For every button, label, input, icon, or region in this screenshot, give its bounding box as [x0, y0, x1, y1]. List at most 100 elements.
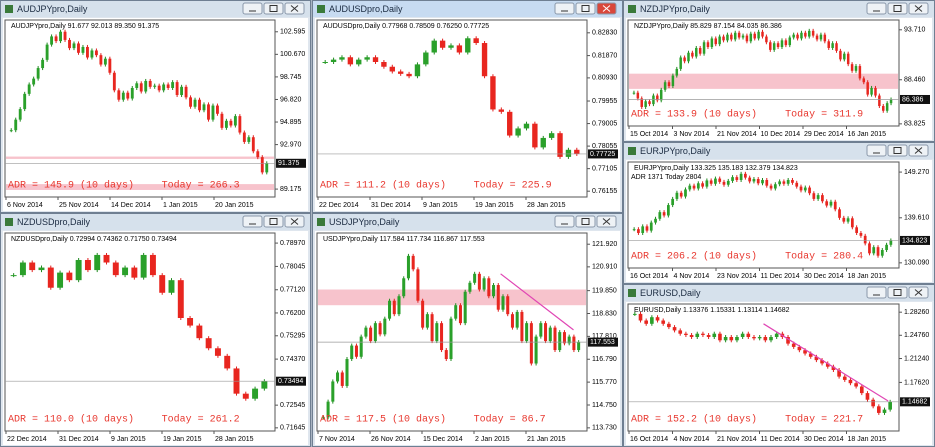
- candle: [804, 32, 807, 37]
- candle: [126, 92, 130, 99]
- candle: [800, 32, 803, 39]
- chart-info: AUDUSDpro,Daily 0.77968 0.78509 0.76250 …: [323, 23, 489, 30]
- candle: [885, 244, 888, 251]
- candle: [510, 314, 514, 328]
- candle: [842, 376, 847, 380]
- candle: [872, 247, 876, 254]
- candle: [130, 87, 134, 99]
- window-title: AUDUSDpro,Daily: [329, 4, 403, 14]
- restore-button[interactable]: [263, 215, 284, 228]
- candle: [803, 350, 807, 354]
- y-tick-label: 0.71645: [280, 425, 305, 432]
- candle: [216, 105, 219, 114]
- candle: [718, 36, 721, 45]
- candle: [553, 327, 557, 351]
- x-tick-label: 16 Oct 2014: [630, 436, 668, 443]
- window-title: USDJPYpro,Daily: [329, 217, 400, 227]
- candle: [823, 34, 827, 42]
- restore-button[interactable]: [887, 144, 908, 157]
- minimize-button[interactable]: [242, 2, 263, 15]
- button-glyph: [581, 218, 590, 225]
- candle: [865, 393, 870, 400]
- candle: [515, 128, 521, 136]
- window-title: NZDJPYpro,Daily: [640, 4, 710, 14]
- candle: [81, 46, 85, 53]
- minimize-button[interactable]: [866, 2, 887, 15]
- candle: [795, 182, 799, 187]
- x-tick-label: 31 Dec 2014: [371, 202, 411, 209]
- candle: [425, 314, 429, 328]
- candle: [260, 157, 264, 173]
- y-tick-label: 0.76200: [280, 310, 305, 317]
- candle: [658, 212, 662, 219]
- candle: [347, 57, 354, 65]
- last-price-label: 0.77725: [590, 151, 615, 158]
- minimize-button[interactable]: [866, 286, 887, 299]
- candle: [389, 66, 395, 72]
- candle: [859, 386, 864, 394]
- candle: [723, 337, 728, 341]
- candle: [889, 99, 893, 104]
- candle: [171, 82, 175, 88]
- candle: [684, 189, 687, 197]
- restore-button[interactable]: [887, 286, 908, 299]
- button-glyph: [914, 289, 923, 296]
- candle: [211, 105, 215, 120]
- restore-button[interactable]: [887, 2, 908, 15]
- candle: [108, 58, 112, 73]
- candle: [94, 50, 98, 56]
- candle: [175, 82, 179, 96]
- candle: [321, 417, 325, 419]
- minimize-button[interactable]: [554, 215, 575, 228]
- candle: [786, 337, 790, 344]
- restore-button[interactable]: [263, 2, 284, 15]
- y-tick-label: 98.745: [280, 74, 302, 81]
- button-glyph: [914, 5, 923, 12]
- candle: [854, 66, 858, 71]
- today-label: Today = 86.7: [474, 414, 546, 426]
- candle: [14, 119, 18, 131]
- candle: [423, 52, 429, 65]
- candle: [808, 353, 813, 357]
- minimize-button[interactable]: [866, 144, 887, 157]
- candle: [637, 229, 640, 233]
- candle: [871, 399, 875, 407]
- y-tick-label: 0.80930: [592, 75, 617, 82]
- candle: [202, 104, 206, 111]
- candle: [99, 55, 103, 65]
- minimize-button[interactable]: [554, 2, 575, 15]
- candle: [769, 185, 773, 189]
- candle: [465, 38, 471, 53]
- candle: [667, 323, 671, 328]
- y-tick-label: 0.72545: [280, 402, 305, 409]
- candle: [68, 39, 71, 49]
- candle: [339, 57, 345, 60]
- candle: [814, 356, 819, 361]
- candle: [373, 323, 377, 342]
- candle: [649, 222, 653, 231]
- candle: [831, 43, 834, 48]
- candle: [837, 370, 841, 377]
- candle: [38, 267, 45, 271]
- candle: [848, 379, 853, 384]
- candle: [251, 137, 255, 152]
- candle: [780, 40, 784, 48]
- today-label: Today = 225.9: [474, 180, 552, 192]
- x-tick-label: 11 Dec 2014: [761, 273, 800, 280]
- y-tick-label: 1.17620: [904, 379, 929, 386]
- last-price-box: [276, 158, 306, 168]
- candle: [769, 337, 773, 341]
- x-tick-label: 16 Jan 2015: [848, 131, 887, 138]
- restore-button[interactable]: [575, 215, 596, 228]
- last-price-label: 1.14682: [902, 399, 927, 406]
- candle: [345, 359, 349, 386]
- candle: [359, 336, 363, 357]
- candle: [265, 163, 269, 173]
- restore-button[interactable]: [575, 2, 596, 15]
- candle: [177, 280, 184, 319]
- chart-background: [3, 18, 308, 211]
- last-price-label: 0.73494: [278, 378, 303, 385]
- minimize-button[interactable]: [242, 215, 263, 228]
- x-tick-label: 19 Jan 2015: [163, 436, 202, 443]
- adr-label: ADR = 152.2 (10 days): [631, 414, 757, 426]
